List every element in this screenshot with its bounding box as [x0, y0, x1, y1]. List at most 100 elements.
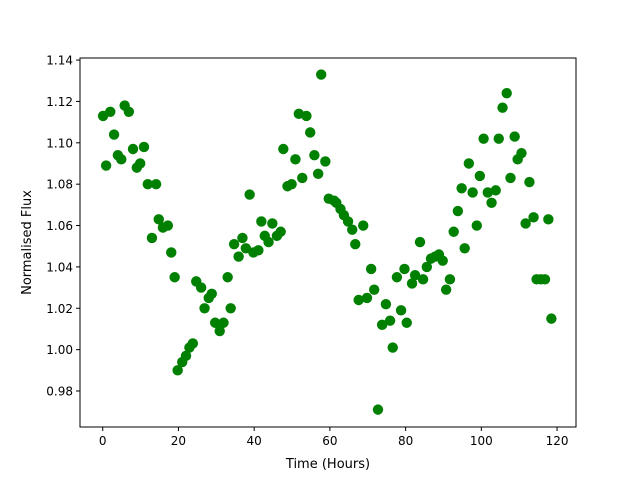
data-point	[218, 317, 229, 328]
data-point	[471, 220, 482, 231]
data-point	[543, 214, 554, 225]
data-point	[448, 226, 459, 237]
data-point	[116, 154, 127, 165]
data-point	[417, 274, 429, 285]
data-point	[278, 143, 289, 155]
data-point	[228, 238, 240, 250]
data-point	[240, 243, 252, 254]
data-point	[301, 110, 312, 122]
data-point	[237, 232, 248, 244]
y-axis-label: Normalised Flux	[20, 190, 35, 295]
data-point	[493, 133, 504, 144]
x-axis-ticks: 0 20 40 60 80 100 120	[99, 427, 569, 448]
data-point	[162, 220, 174, 231]
data-point	[361, 292, 373, 304]
data-point	[150, 178, 162, 190]
data-point	[539, 274, 551, 285]
data-point	[391, 272, 403, 283]
data-point	[123, 106, 135, 117]
data-point	[463, 158, 475, 169]
data-point	[486, 197, 497, 208]
data-point	[138, 141, 150, 153]
data-point	[222, 272, 233, 283]
y-tick-label: 1.04	[46, 260, 73, 274]
data-point	[290, 154, 301, 165]
data-point	[225, 303, 236, 314]
data-point	[467, 187, 478, 198]
data-point	[440, 284, 452, 295]
data-point	[444, 274, 456, 285]
data-point	[275, 226, 286, 237]
y-tick-label: 1.14	[46, 54, 73, 68]
data-point	[358, 220, 369, 231]
data-point	[166, 247, 177, 258]
y-tick-label: 0.98	[46, 385, 73, 399]
data-point	[380, 298, 392, 310]
y-tick-label: 1.10	[46, 136, 73, 150]
data-point	[253, 245, 264, 256]
data-point	[452, 205, 464, 217]
x-tick-label: 40	[247, 434, 262, 448]
data-point	[206, 288, 217, 299]
data-point	[172, 365, 183, 376]
data-point	[401, 317, 412, 328]
data-point	[490, 185, 501, 196]
data-point	[100, 160, 112, 171]
data-point	[353, 294, 364, 306]
x-tick-label: 20	[171, 434, 186, 448]
y-tick-label: 1.08	[46, 178, 73, 192]
x-axis-label: Time (Hours)	[285, 457, 370, 472]
data-point	[309, 150, 320, 161]
data-point	[286, 178, 297, 190]
data-point	[297, 172, 308, 184]
y-axis-ticks: 0.98 1.00 1.02 1.04 1.06 1.08 1.10 1.12 1.14	[46, 54, 80, 399]
y-tick-label: 1.02	[46, 302, 73, 316]
data-point	[214, 325, 225, 337]
data-point	[233, 251, 244, 262]
data-point	[395, 305, 407, 316]
data-point	[256, 216, 267, 227]
data-point	[459, 243, 470, 254]
data-point	[384, 315, 396, 326]
data-point	[368, 284, 380, 295]
data-point	[505, 172, 516, 184]
data-point	[263, 236, 274, 248]
data-point	[105, 106, 116, 117]
data-point	[406, 278, 418, 289]
data-point	[315, 69, 327, 80]
data-point	[497, 102, 508, 113]
data-point	[509, 131, 520, 142]
y-tick-label: 1.00	[46, 343, 73, 357]
data-point	[387, 342, 398, 353]
data-point	[135, 158, 146, 169]
x-tick-label: 60	[322, 434, 337, 448]
data-point	[187, 338, 199, 349]
data-point	[169, 272, 180, 283]
data-point	[146, 232, 158, 244]
data-point	[199, 303, 210, 314]
data-point	[195, 282, 207, 293]
data-point	[342, 216, 354, 227]
data-point	[312, 168, 324, 180]
data-point	[528, 212, 539, 223]
data-point	[520, 218, 531, 229]
data-point	[142, 178, 153, 190]
data-point	[320, 156, 331, 167]
data-point	[409, 269, 421, 281]
data-point	[347, 224, 358, 235]
data-point	[482, 187, 493, 198]
data-point	[478, 133, 489, 144]
data-point	[437, 255, 448, 266]
x-tick-label: 0	[99, 434, 107, 448]
data-points	[97, 69, 557, 415]
data-point	[153, 214, 164, 225]
data-point	[399, 263, 410, 275]
data-point	[127, 143, 139, 155]
axes-frame	[79, 57, 577, 428]
y-tick-label: 1.12	[46, 95, 73, 109]
data-point	[305, 127, 316, 138]
data-point	[456, 183, 467, 194]
data-point	[372, 404, 384, 415]
